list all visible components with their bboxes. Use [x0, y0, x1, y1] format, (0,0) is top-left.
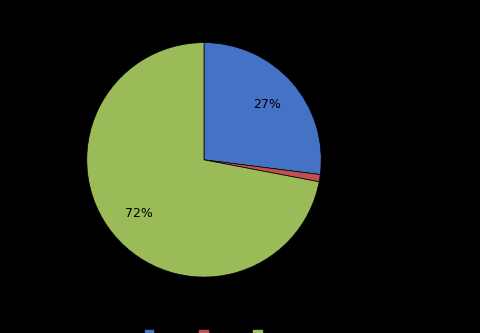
Wedge shape [204, 43, 321, 174]
Legend: , , : , , [140, 326, 268, 333]
Text: 72%: 72% [125, 207, 153, 220]
Wedge shape [204, 160, 320, 182]
Text: 27%: 27% [253, 98, 281, 111]
Wedge shape [87, 43, 319, 277]
